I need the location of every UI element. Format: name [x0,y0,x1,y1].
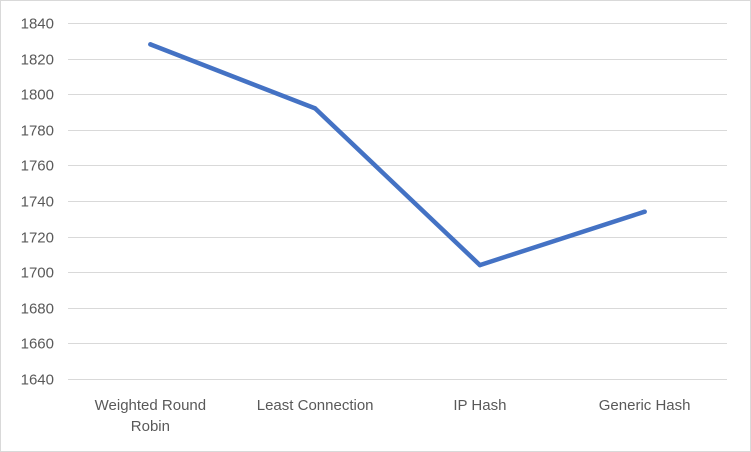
series-group [148,42,647,268]
data-point [642,209,647,214]
x-axis-ticks: Weighted Round Robin Least Connection IP Ha… [95,397,691,435]
y-tick-label: 1680 [21,301,54,318]
y-tick-label: 1800 [21,87,54,104]
y-tick-label: 1640 [21,372,54,389]
x-tick-label: Generic Hash [599,397,691,414]
y-tick-label: 1760 [21,158,54,175]
y-tick-label: 1780 [21,123,54,140]
y-tick-label: 1660 [21,336,54,353]
y-tick-label: 1840 [21,16,54,33]
y-tick-label: 1820 [21,52,54,69]
y-tick-label: 1720 [21,230,54,247]
series-line-0 [148,42,647,268]
y-tick-label: 1700 [21,265,54,282]
data-point [148,42,153,47]
data-point [477,262,483,268]
data-point [312,106,318,111]
gridlines [68,23,727,380]
y-tick-label: 1740 [21,194,54,211]
x-tick-label: Least Connection [257,397,374,414]
x-tick-label: IP Hash [453,397,506,414]
y-axis-ticks: 1640 1660 1680 1700 1720 1740 1760 1780 1800 1820… [21,16,54,389]
x-tick-label: Weighted Round Robin [95,397,206,435]
